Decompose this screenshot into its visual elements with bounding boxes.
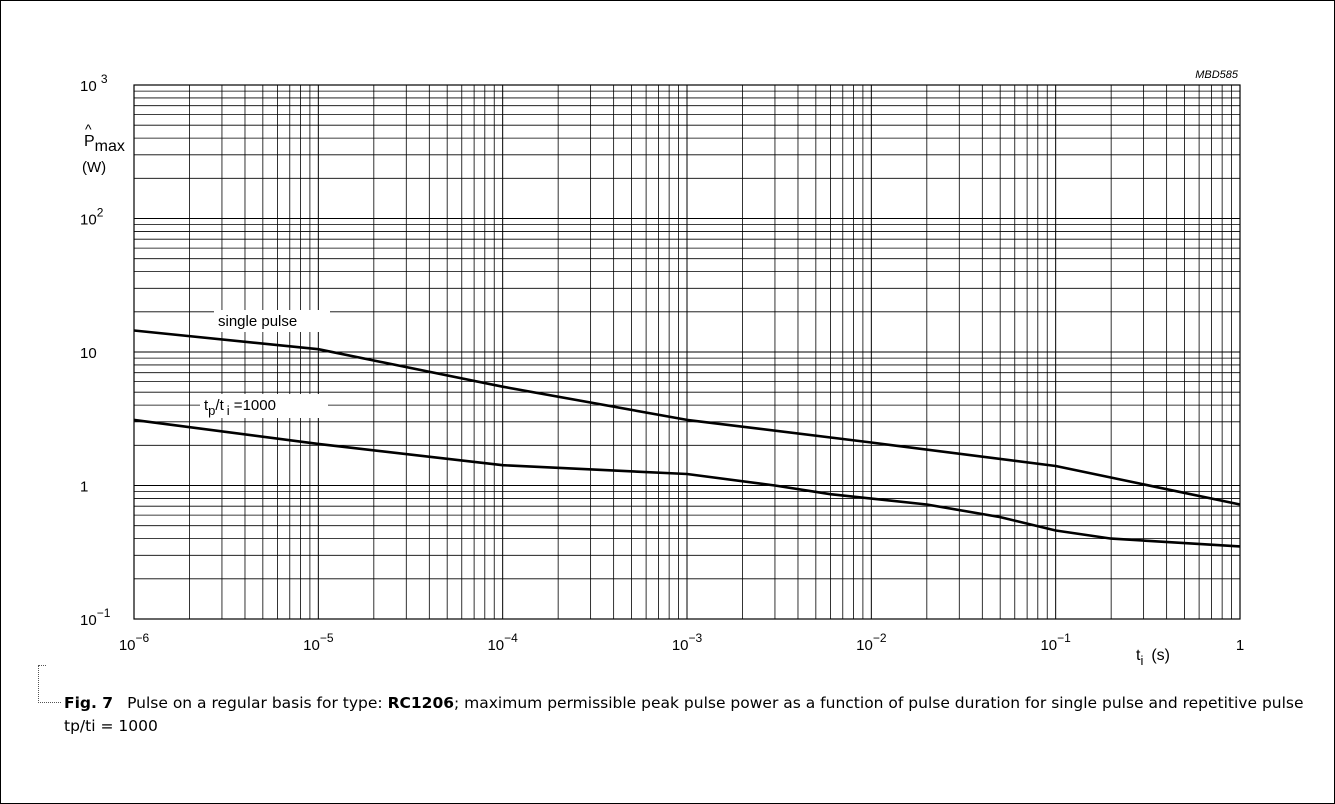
y-tick-base: 1	[80, 479, 88, 496]
y-tick-label: 10−1	[80, 606, 111, 629]
y-tick-base: 10	[80, 212, 97, 229]
x-tick-label: 10−6	[119, 631, 150, 654]
plot-border	[133, 84, 1241, 620]
x-tick-label: 10−1	[1040, 631, 1071, 654]
y-tick-label: 102	[80, 206, 104, 229]
series-label-repetitive: tp/t i =1000	[204, 397, 276, 418]
y-tick-base: 10	[80, 78, 101, 95]
x-tick-label: 1	[1236, 637, 1244, 654]
series-label-mid: /t	[215, 397, 224, 414]
x-tick-labels: 10−6 10−5 10−4 10−3 10−2 10−1 1	[119, 631, 1244, 654]
x-tick-base: 10	[856, 637, 873, 654]
x-tick-exp: −1	[1057, 631, 1071, 645]
series-label-s1: p	[208, 403, 215, 418]
series-label-bg	[200, 394, 328, 418]
x-tick-base: 10	[303, 637, 320, 654]
series-label-single-pulse: single pulse	[218, 313, 297, 330]
x-axis-label-unit: (s)	[1151, 647, 1170, 664]
hat-mark: ^	[85, 121, 92, 137]
x-axis-label-main: t	[1136, 647, 1141, 664]
curves	[133, 329, 1241, 548]
y-tick-label: 10	[80, 345, 97, 362]
x-tick-exp: −6	[136, 631, 150, 645]
series-label-rest: =1000	[230, 397, 276, 414]
y-axis-label-sub: max	[95, 138, 125, 155]
series-line-single-pulse	[133, 329, 1241, 506]
series-line-repetitive	[133, 418, 1241, 548]
chart-code: MBD585	[1195, 69, 1239, 81]
caption-type: RC1206	[387, 694, 455, 712]
x-tick-base: 10	[119, 637, 136, 654]
y-tick-label: 10 3	[80, 72, 108, 95]
x-tick-base: 10	[672, 637, 689, 654]
series-label-s2: i	[227, 403, 230, 418]
caption-text-post: ; maximum permissible peak pulse power a…	[64, 694, 1304, 735]
x-tick-base: 10	[1040, 637, 1057, 654]
x-tick-label: 10−5	[303, 631, 334, 654]
x-tick-label: 10−3	[672, 631, 703, 654]
caption-bracket	[38, 665, 61, 703]
x-tick-exp: −2	[873, 631, 887, 645]
x-axis-label: ti (s)	[1136, 647, 1170, 668]
y-tick-base: 10	[80, 612, 97, 629]
caption-text-pre: Pulse on a regular basis for type:	[127, 694, 388, 712]
y-tick-exp: 2	[97, 206, 104, 220]
chart-area: MBD585 Pmax ^ (W) ti (s) single pulse tp/…	[80, 69, 1244, 668]
y-tick-exp: 3	[101, 72, 108, 86]
x-tick-label: 10−4	[487, 631, 518, 654]
y-axis-unit: (W)	[82, 159, 106, 176]
caption-fig-number: Fig. 7	[64, 694, 114, 712]
labels: MBD585 Pmax ^ (W) ti (s) single pulse tp/…	[82, 69, 1239, 668]
y-axis-label: Pmax	[84, 133, 125, 155]
figure-caption: Fig. 7 Pulse on a regular basis for type:…	[64, 692, 1304, 738]
series-label-t1: t	[204, 397, 209, 414]
y-axis-label-main: P	[84, 133, 95, 150]
x-tick-base: 1	[1236, 637, 1244, 654]
grid	[133, 85, 1240, 620]
x-tick-base: 10	[487, 637, 504, 654]
y-tick-label: 1	[80, 479, 88, 496]
y-tick-exp: −1	[97, 606, 111, 620]
x-axis-label-sub: i	[1140, 653, 1143, 668]
y-tick-base: 10	[80, 345, 97, 362]
x-tick-exp: −3	[689, 631, 703, 645]
x-tick-exp: −4	[504, 631, 518, 645]
x-tick-label: 10−2	[856, 631, 887, 654]
x-tick-exp: −5	[320, 631, 334, 645]
series-label-bg	[214, 310, 330, 332]
